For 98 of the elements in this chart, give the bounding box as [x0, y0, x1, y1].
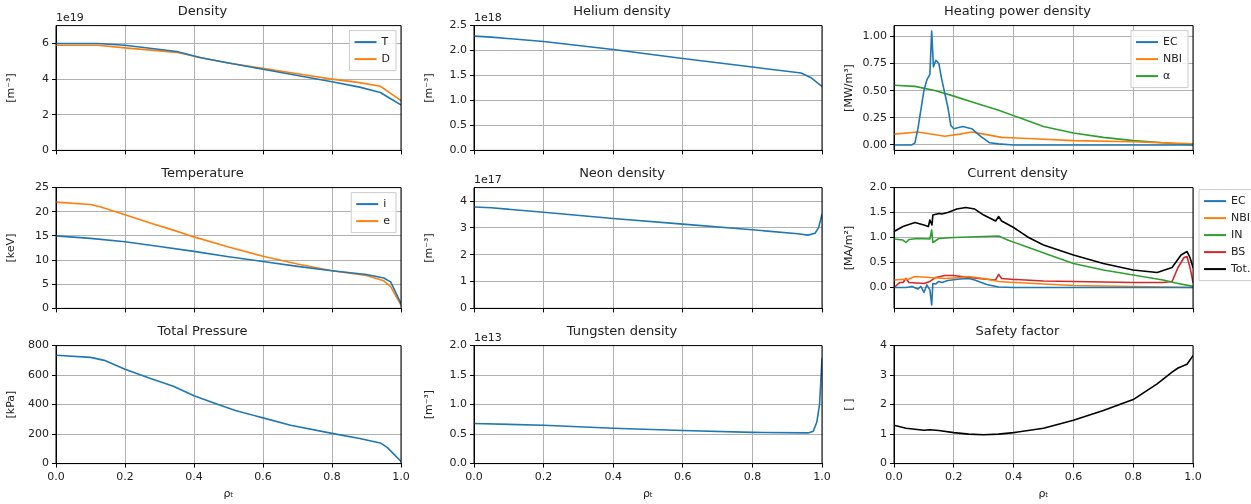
y-tick-label: 2 — [42, 107, 49, 121]
y-tick-label: 0.5 — [449, 118, 467, 132]
y-tick-label: 0.5 — [869, 255, 887, 269]
x-tick-label: 1.0 — [1184, 470, 1202, 484]
y-tick-label: 0 — [880, 456, 887, 470]
y-axis-title: [kPa] — [4, 390, 18, 419]
y-tick-label: 2 — [880, 397, 887, 411]
y-tick-label: 800 — [28, 338, 49, 352]
y-axis-title: [MW/m³] — [842, 64, 856, 112]
x-tick-label: 0.2 — [945, 470, 963, 484]
x-tick-label: 0.2 — [116, 470, 134, 484]
legend-label: NBI — [1231, 210, 1251, 224]
x-tick-label: 0.6 — [674, 470, 692, 484]
chart-title: Neon density — [579, 165, 666, 181]
chart-title: Current density — [967, 165, 1069, 181]
x-tick-label: 0.8 — [323, 470, 341, 484]
x-tick-label: 1.0 — [813, 470, 831, 484]
y-tick-label: 0.25 — [862, 110, 887, 124]
text: 1e17 — [474, 172, 502, 186]
y-tick-label: 1.5 — [449, 68, 467, 82]
y-tick-label: 0.75 — [862, 56, 887, 70]
chart-title: Density — [177, 3, 228, 19]
y-tick-label: 1.0 — [449, 93, 467, 107]
x-tick-label: 0.6 — [254, 470, 272, 484]
text: 1e18 — [474, 10, 502, 24]
y-tick-label: 3 — [460, 220, 467, 234]
chart-title: Total Pressure — [156, 323, 248, 339]
legend-label: T — [380, 34, 389, 48]
legend-label: α — [1162, 68, 1171, 82]
x-tick-label: 0.8 — [743, 470, 762, 484]
legend-label: EC — [1231, 193, 1246, 207]
x-axis-title: ρₜ — [1038, 487, 1049, 501]
y-tick-label: 2 — [460, 247, 467, 261]
y-axis-title: [MA/m²] — [842, 225, 856, 271]
y-tick-label: 2.0 — [449, 338, 467, 352]
y-tick-label: 4 — [880, 338, 887, 352]
x-tick-label: 0.4 — [604, 470, 622, 484]
chart-title: Heating power density — [943, 3, 1092, 19]
y-tick-label: 1.5 — [869, 205, 887, 219]
y-tick-label: 1 — [880, 426, 887, 440]
y-tick-label: 1.0 — [869, 230, 887, 244]
y-tick-label: 20 — [35, 204, 49, 218]
y-tick-label: 1.0 — [449, 397, 467, 411]
y-tick-label: 0.00 — [862, 137, 887, 151]
y-tick-label: 0 — [42, 143, 49, 157]
x-axis-title: ρₜ — [642, 487, 654, 501]
y-axis-title: [m⁻³] — [422, 233, 436, 263]
y-tick-label: 3 — [880, 367, 887, 381]
y-tick-label: 0.50 — [862, 83, 887, 97]
x-tick-label: 0.2 — [534, 470, 553, 484]
y-tick-label: 2.0 — [449, 43, 467, 57]
y-tick-label: 5 — [42, 277, 49, 291]
text: 1e13 — [474, 330, 502, 344]
legend-label: NBI — [1162, 51, 1183, 65]
legend-label: IN — [1231, 227, 1243, 241]
y-tick-label: 0 — [42, 456, 49, 470]
y-tick-label: 0 — [460, 301, 467, 315]
legend-label: Tot. — [1230, 261, 1251, 275]
y-axis-title: [m⁻³] — [4, 73, 18, 103]
y-axis-title: [m⁻³] — [422, 73, 436, 103]
y-tick-label: 10 — [35, 252, 49, 266]
y-tick-label: 6 — [42, 36, 49, 50]
legend-label: e — [383, 213, 391, 227]
x-axis-title: ρₜ — [223, 487, 234, 501]
chart-title: Helium density — [573, 3, 672, 19]
x-tick-label: 0.4 — [185, 470, 203, 484]
chart-title: Safety factor — [975, 323, 1061, 339]
y-tick-label: 4 — [460, 193, 467, 207]
y-tick-label: 2.0 — [869, 180, 887, 194]
y-tick-label: 600 — [28, 367, 49, 381]
y-axis-title: [m⁻³] — [422, 389, 436, 420]
y-tick-label: 15 — [35, 228, 49, 242]
x-tick-label: 0.8 — [1124, 470, 1142, 484]
text: 1e19 — [56, 10, 84, 24]
legend-label: D — [381, 51, 391, 65]
y-tick-label: 4 — [42, 71, 49, 85]
chart-title: Temperature — [160, 165, 244, 181]
y-tick-label: 1 — [460, 274, 467, 288]
x-tick-label: 0.4 — [1004, 470, 1023, 484]
y-tick-label: 1.00 — [862, 29, 887, 43]
y-axis-title: [keV] — [4, 233, 18, 263]
y-tick-label: 2.5 — [449, 18, 467, 32]
y-tick-label: 1.5 — [449, 367, 467, 381]
x-tick-label: 0.6 — [1064, 470, 1083, 484]
y-tick-label: 25 — [35, 180, 49, 194]
chart-title: Tungsten density — [565, 323, 678, 339]
y-axis-title: [ ] — [842, 398, 856, 411]
y-tick-label: 0.0 — [449, 143, 467, 157]
legend-label: i — [383, 196, 387, 210]
y-tick-label: 0.5 — [449, 426, 467, 440]
y-tick-label: 0 — [42, 301, 49, 315]
y-tick-label: 0.0 — [449, 456, 467, 470]
legend-label: EC — [1162, 34, 1178, 48]
y-tick-label: 200 — [28, 426, 49, 440]
y-tick-label: 0.0 — [869, 280, 887, 294]
x-tick-label: 1.0 — [392, 470, 410, 484]
y-tick-label: 400 — [28, 397, 49, 411]
legend-label: BS — [1231, 244, 1246, 258]
